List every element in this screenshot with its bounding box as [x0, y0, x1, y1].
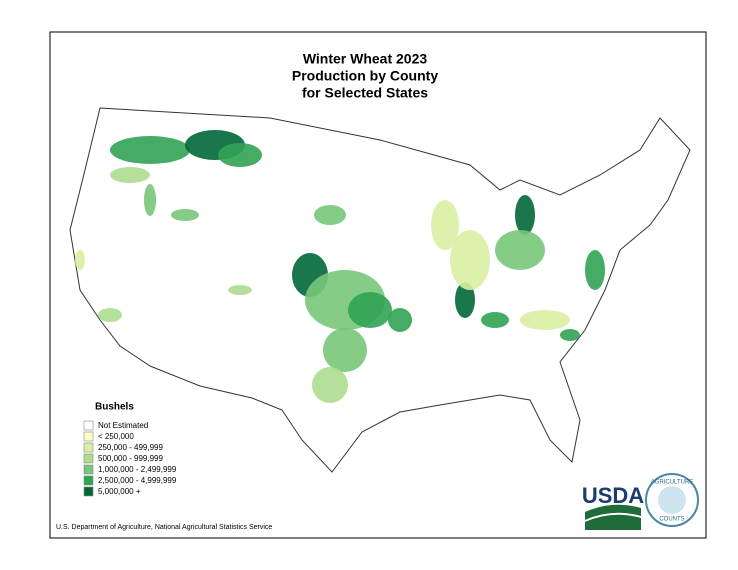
production-area	[450, 230, 490, 290]
production-area	[110, 167, 150, 183]
logo-stripe	[585, 504, 641, 520]
production-area	[495, 230, 545, 270]
legend-swatch	[83, 431, 94, 442]
usda-text: USDA	[582, 483, 644, 508]
legend-label: 5,000,000 +	[98, 487, 141, 496]
production-area	[515, 195, 535, 235]
logo-stripe	[585, 514, 641, 530]
production-area	[455, 282, 475, 318]
production-area	[481, 312, 509, 328]
legend-label: 1,000,000 - 2,499,999	[98, 465, 177, 474]
production-areas	[75, 130, 605, 403]
logo-ring-bottom: COUNTS	[659, 517, 684, 523]
production-area	[312, 367, 348, 403]
legend: Not Estimated < 250,000 250,000 - 499,999 5…	[83, 420, 177, 497]
legend-label: Not Estimated	[98, 421, 148, 430]
legend-swatch	[83, 475, 94, 486]
legend-swatch	[83, 420, 94, 431]
usda-logo: USDA AGRICULTURE COUNTS	[582, 473, 699, 530]
logo-center	[658, 486, 686, 514]
production-area	[228, 285, 252, 295]
legend-label: 250,000 - 499,999	[98, 443, 163, 452]
title-line: Production by County	[292, 68, 438, 84]
legend-swatch	[83, 442, 94, 453]
production-area	[323, 328, 367, 372]
legend-label: 2,500,000 - 4,999,999	[98, 476, 177, 485]
legend-swatch	[83, 486, 94, 497]
production-area	[75, 250, 85, 270]
legend-swatch	[83, 464, 94, 475]
production-area	[585, 250, 605, 290]
production-area	[171, 209, 199, 221]
legend-label: 500,000 - 999,999	[98, 454, 163, 463]
production-area	[431, 200, 459, 250]
production-area	[388, 308, 412, 332]
legend-title: Bushels	[95, 402, 134, 413]
production-area	[218, 143, 262, 167]
legend-swatch	[83, 453, 94, 464]
production-area	[98, 308, 122, 322]
title-line: Winter Wheat 2023	[303, 51, 428, 67]
production-area	[110, 136, 190, 164]
title-line: for Selected States	[302, 85, 428, 101]
legend-label: < 250,000	[98, 432, 134, 441]
production-area	[314, 205, 346, 225]
logo-ring-top: AGRICULTURE	[651, 480, 694, 486]
production-area	[560, 329, 580, 341]
source-note: U.S. Department of Agriculture, National…	[56, 524, 272, 531]
production-area	[348, 292, 392, 328]
production-area	[144, 184, 156, 216]
production-area	[520, 310, 570, 330]
